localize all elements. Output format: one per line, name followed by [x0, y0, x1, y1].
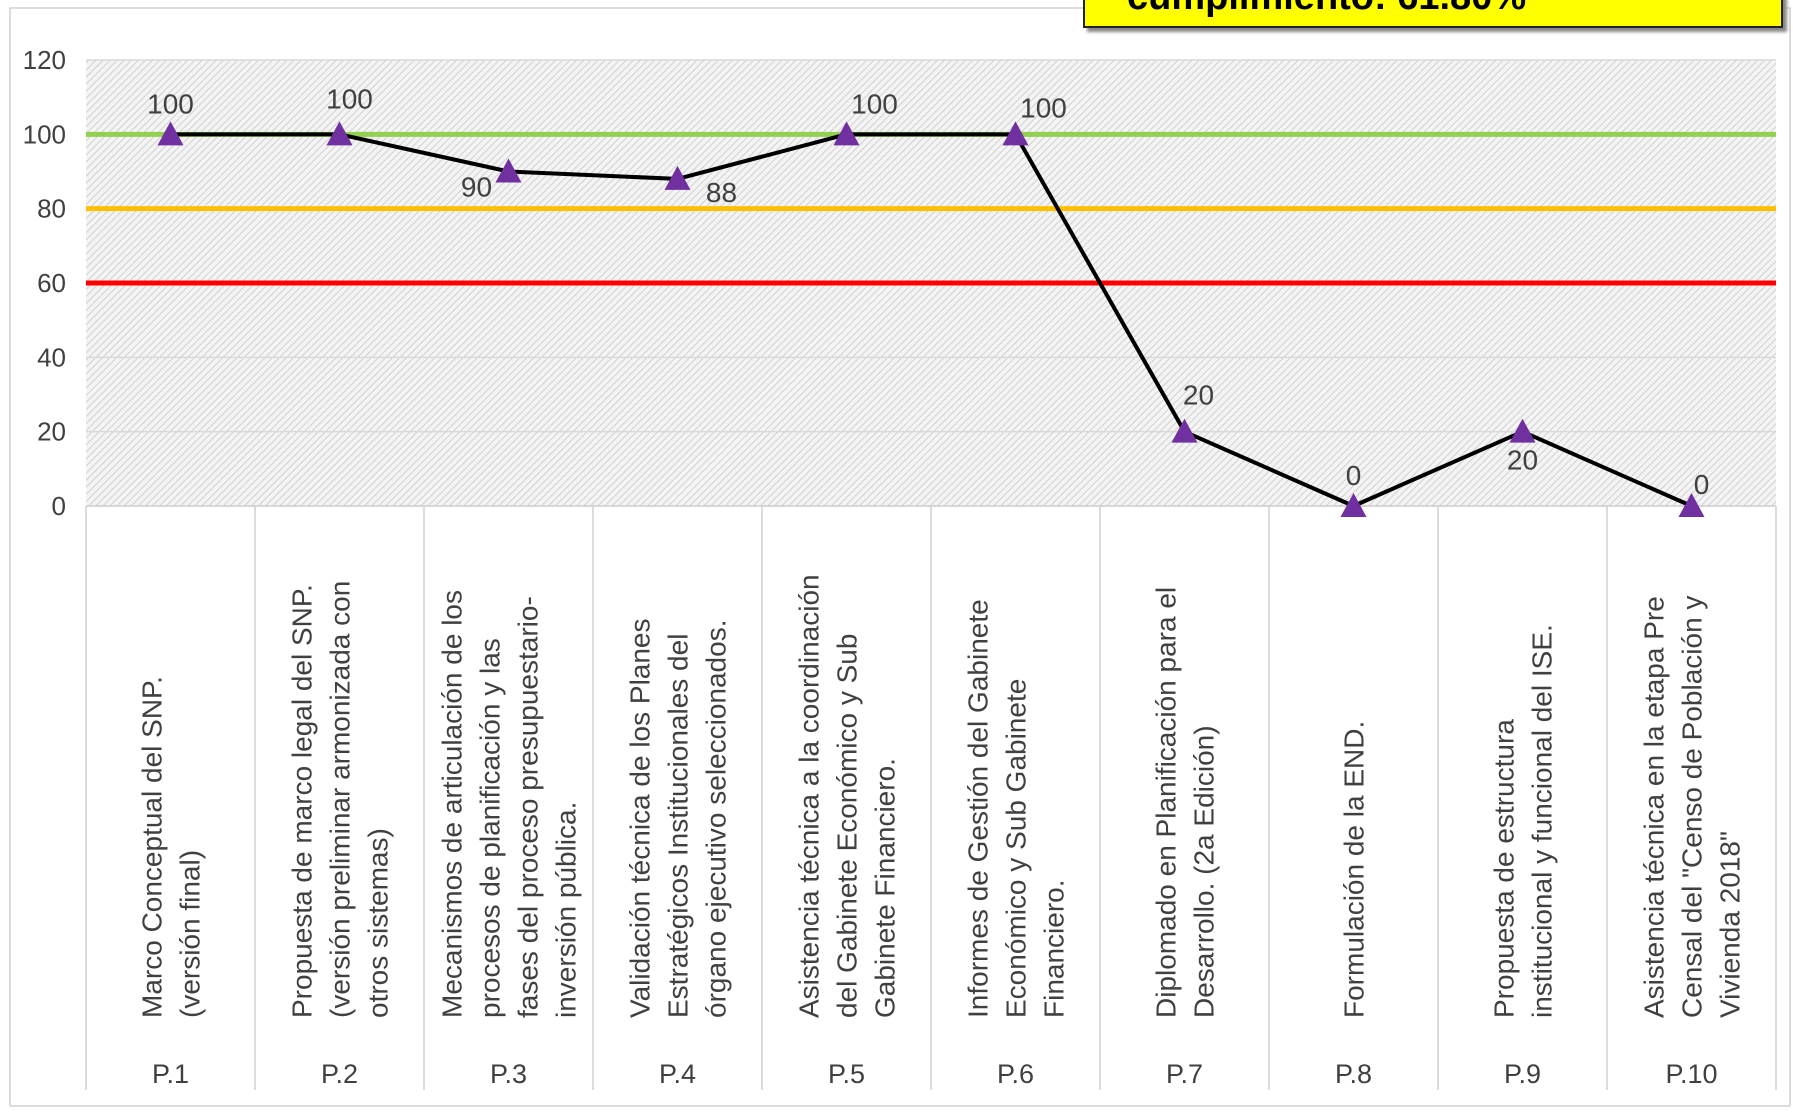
data-label: 20 [1183, 380, 1214, 411]
y-tick-label: 0 [52, 491, 66, 521]
y-tick-label: 80 [37, 194, 66, 224]
data-point-marker [833, 121, 860, 146]
category-description-line: Asistencia técnica en la etapa Pre [1639, 596, 1670, 1018]
category-label: P.7 [1166, 1059, 1203, 1089]
data-point-marker [326, 121, 353, 146]
category-description-line: institucional y funcional del ISE. [1527, 624, 1558, 1018]
data-label: 20 [1507, 445, 1538, 476]
compliance-badge: cumplimiento: 61.80% [1083, 0, 1783, 28]
data-point-marker [495, 158, 522, 183]
category-description: Diplomado en Planificación para el Desarr… [1151, 587, 1220, 1018]
y-axis: 0 20 40 60 80 100 120 [23, 45, 66, 521]
category-description: Asistencia técnica a la coordinación del … [794, 574, 901, 1018]
data-point-marker [1340, 493, 1367, 517]
category-label: P.10 [1665, 1059, 1717, 1089]
data-label: 88 [706, 177, 737, 208]
data-label: 100 [147, 88, 194, 119]
category-description-line: fases del proceso presupuestario- [513, 596, 544, 1018]
category-description-line: Propuesta de marco legal del SNP. [287, 584, 318, 1018]
y-tick-label: 120 [23, 45, 66, 75]
y-tick-label: 20 [37, 417, 66, 447]
data-label: 100 [1020, 92, 1067, 123]
y-tick-label: 40 [37, 342, 66, 372]
category-description: Mecanismos de articulación de los proceso… [437, 590, 582, 1018]
y-tick-label: 100 [23, 119, 66, 149]
data-label: 0 [1346, 460, 1362, 491]
category-label: P.1 [152, 1059, 189, 1089]
category-description-line: Asistencia técnica a la coordinación [794, 574, 825, 1018]
data-point-marker [157, 121, 184, 146]
data-point-marker [1171, 418, 1198, 443]
data-point-marker [1002, 121, 1029, 146]
category-description: Propuesta de estructura institucional y f… [1489, 624, 1558, 1018]
category-description: Propuesta de marco legal del SNP. (versió… [287, 581, 394, 1018]
category-description-line: Vivienda 2018" [1715, 831, 1746, 1018]
category-description-line: Económico y Sub Gabinete [1001, 679, 1032, 1018]
category-label: P.5 [828, 1059, 865, 1089]
data-point-marker [664, 165, 691, 190]
category-description-line: Gabinete Financiero. [870, 758, 901, 1018]
data-label: 100 [326, 83, 373, 114]
category-description-line: (versión final) [175, 850, 206, 1018]
category-description-line: otros sistemas) [363, 828, 394, 1018]
category-description-line: Censal del "Censo de Población y [1677, 596, 1708, 1018]
y-tick-label: 60 [37, 268, 66, 298]
category-description-line: inversión pública. [551, 802, 582, 1018]
category-label: P.8 [1335, 1059, 1372, 1089]
data-point-marker [1509, 418, 1536, 443]
category-label: P.4 [659, 1059, 696, 1089]
category-description-line: procesos de planificación y las [475, 638, 506, 1018]
category-description: Marco Conceptual del SNP. (versión final) [137, 676, 206, 1018]
data-label: 90 [461, 172, 492, 203]
category-description-line: Desarrollo. (2a Edición) [1189, 725, 1220, 1018]
category-description: Informes de Gestión del Gabinete Económic… [963, 599, 1070, 1018]
category-description-line: Formulación de la END. [1339, 721, 1370, 1018]
series-layer: 100 100 90 88 100 100 20 0 20 0 [147, 83, 1709, 517]
data-label: 100 [851, 88, 898, 119]
category-description: Asistencia técnica en la etapa Pre Censal… [1639, 596, 1746, 1018]
category-axis: Marco Conceptual del SNP. (versión final)… [85, 505, 1777, 1090]
category-description-line: Propuesta de estructura [1489, 719, 1520, 1018]
category-description-line: Marco Conceptual del SNP. [137, 676, 168, 1018]
category-description-line: Mecanismos de articulación de los [437, 590, 468, 1018]
category-description: Validación técnica de los Planes Estratég… [625, 618, 732, 1018]
category-label: P.2 [321, 1059, 358, 1089]
series-line [170, 132, 1693, 508]
category-description-line: (versión preliminar armonizada con [325, 581, 356, 1018]
category-description: Formulación de la END. [1339, 721, 1370, 1018]
category-description-line: Validación técnica de los Planes [625, 618, 656, 1018]
category-description-line: órgano ejecutivo seleccionados. [701, 620, 732, 1018]
category-description-line: Estratégicos Institucionales del [663, 634, 694, 1018]
category-label: P.9 [1504, 1059, 1541, 1089]
data-point-marker [1678, 493, 1705, 517]
category-description-line: Diplomado en Planificación para el [1151, 587, 1182, 1018]
data-label: 0 [1694, 469, 1710, 500]
category-description-line: Informes de Gestión del Gabinete [963, 599, 994, 1018]
category-label: P.3 [490, 1059, 527, 1089]
category-label: P.6 [997, 1059, 1034, 1089]
category-description-line: Financiero. [1039, 879, 1070, 1018]
category-description-line: del Gabinete Económico y Sub [832, 634, 863, 1018]
